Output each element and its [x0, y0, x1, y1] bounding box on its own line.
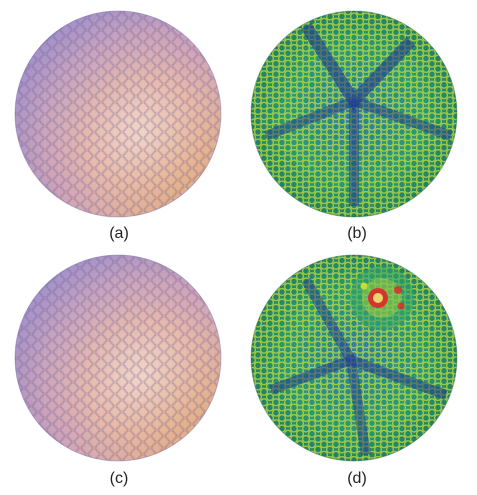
shaded-sphere-image-c [14, 254, 222, 462]
caption-b: (b) [347, 225, 367, 242]
golf-ball-colormap-b [246, 6, 462, 222]
caption-c: (c) [109, 470, 129, 487]
golf-ball-colormap-d [246, 250, 462, 466]
caption-d: (d) [347, 470, 367, 487]
colormap-sphere-image-b [250, 10, 458, 218]
golf-ball-shaded-a [10, 6, 226, 222]
caption-a: (a) [109, 225, 129, 242]
colormap-sphere-image-d [250, 254, 458, 462]
golf-ball-shaded-c [10, 250, 226, 466]
shaded-sphere-image-a [14, 10, 222, 218]
